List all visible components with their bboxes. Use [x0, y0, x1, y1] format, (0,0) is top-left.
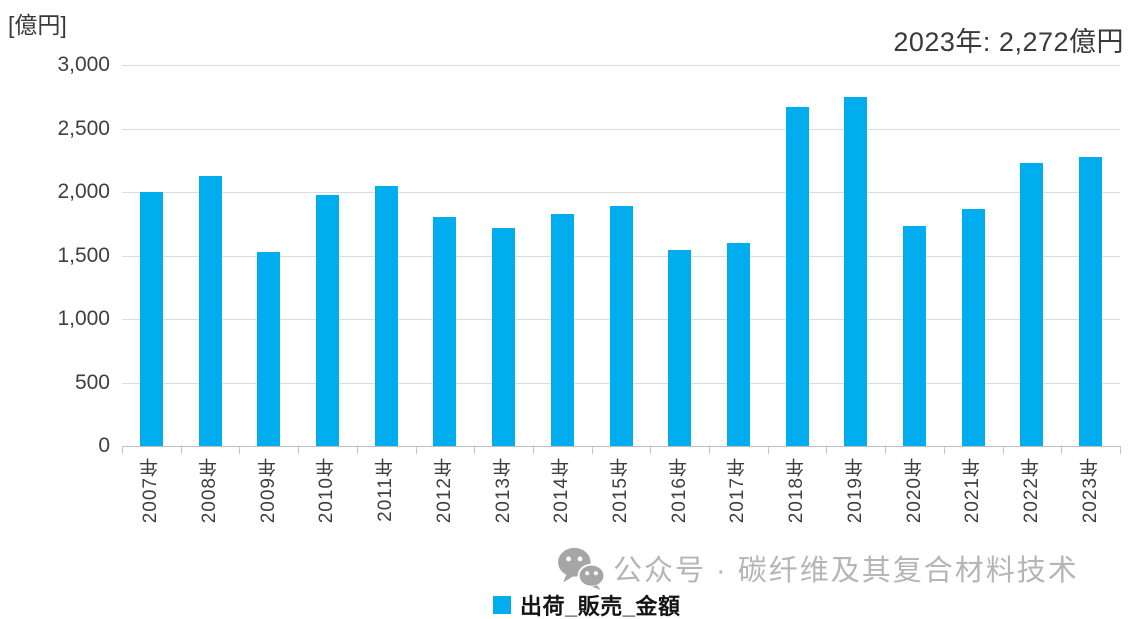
x-axis-tick-label: 2016年	[668, 457, 690, 524]
bar-2023年[interactable]	[1079, 157, 1103, 446]
x-axis-tick-label: 2008年	[199, 457, 221, 524]
x-axis-tick-label: 2010年	[316, 457, 338, 524]
y-axis-tick-label: 2,000	[57, 180, 110, 203]
x-axis-tick-label: 2021年	[962, 457, 984, 524]
chart-annotation: 2023年: 2,272億円	[893, 27, 1124, 57]
bar-2019年[interactable]	[844, 96, 868, 446]
x-axis-tick-label: 2018年	[786, 457, 808, 524]
x-axis-tick-label: 2015年	[610, 457, 631, 524]
x-axis-tick-label: 2013年	[492, 457, 514, 524]
x-axis-tick-label: 2019年	[844, 457, 866, 524]
bar-2011年[interactable]	[374, 186, 398, 446]
x-axis-tickmark	[415, 446, 417, 454]
y-axis-tick-label: 3,000	[57, 53, 110, 76]
x-axis-tick-label: 2009年	[257, 457, 279, 524]
x-axis-tickmark	[709, 446, 711, 454]
x-axis-tickmark	[298, 446, 300, 454]
bar-2016年[interactable]	[668, 250, 692, 446]
y-axis-tick-label: 1,000	[57, 307, 110, 330]
gridline-2000	[122, 192, 1120, 193]
bar-2009年[interactable]	[257, 252, 281, 446]
y-axis-unit-label: [億円]	[8, 12, 67, 38]
bar-2010年[interactable]	[315, 195, 339, 446]
legend: 出荷_販売_金額	[493, 589, 680, 619]
x-axis-tick-label: 2007年	[140, 457, 162, 524]
legend-label: 出荷_販売_金額	[520, 594, 681, 619]
x-axis-tickmark	[826, 446, 828, 454]
x-axis-tick-label: 2014年	[551, 457, 573, 524]
x-axis-tickmark	[767, 446, 769, 454]
watermark: 公众号 · 碳纤维及其复合材料技术	[556, 546, 1079, 590]
bar-2008年[interactable]	[198, 176, 222, 446]
x-axis-tick-label: 2017年	[727, 457, 749, 524]
x-axis-tickmark	[1002, 446, 1004, 454]
x-axis-tickmark	[474, 446, 476, 454]
gridline-3000	[122, 65, 1120, 66]
x-axis-tickmark	[591, 446, 593, 454]
x-axis-tickmark	[885, 446, 887, 454]
gridline-2500	[122, 128, 1120, 130]
bar-2018年[interactable]	[785, 106, 809, 446]
y-axis-tick-label: 0	[98, 434, 110, 457]
y-axis-tick-label: 2,500	[57, 116, 110, 140]
wechat-icon	[556, 546, 606, 590]
bar-2020年[interactable]	[903, 225, 927, 446]
x-axis-tickmark	[532, 446, 534, 454]
legend-swatch	[493, 596, 511, 614]
bar-2012年[interactable]	[433, 217, 457, 446]
bar-2015年[interactable]	[609, 205, 633, 446]
x-axis-line	[122, 446, 1121, 447]
x-axis-tick-label: 2022年	[1020, 457, 1042, 524]
y-axis-tick-label: 500	[74, 370, 110, 394]
x-axis-tickmark	[943, 446, 945, 454]
x-axis-tickmark	[180, 446, 182, 454]
bar-2014年[interactable]	[550, 214, 574, 446]
x-axis-tickmark	[239, 446, 241, 454]
bar-2021年[interactable]	[961, 209, 985, 446]
x-axis-tick-label: 2023年	[1079, 457, 1101, 524]
y-axis-tick-label: 1,500	[57, 243, 110, 267]
watermark-text: 公众号 · 碳纤维及其复合材料技术	[613, 555, 1079, 587]
x-axis-tick-label: 2020年	[903, 457, 925, 524]
x-axis-tickmark	[650, 446, 652, 454]
x-axis-tickmark	[1061, 446, 1063, 454]
x-axis-tickmark	[356, 446, 358, 454]
x-axis-tickmark	[122, 446, 123, 454]
x-axis-tick-label: 2012年	[433, 457, 455, 524]
bar-2013年[interactable]	[492, 228, 516, 446]
bar-2022年[interactable]	[1020, 163, 1044, 446]
x-axis-tickmark	[1120, 446, 1121, 454]
bar-2017年[interactable]	[726, 243, 750, 446]
bar-2007年[interactable]	[139, 192, 163, 446]
x-axis-tick-label: 2011年	[375, 457, 397, 522]
